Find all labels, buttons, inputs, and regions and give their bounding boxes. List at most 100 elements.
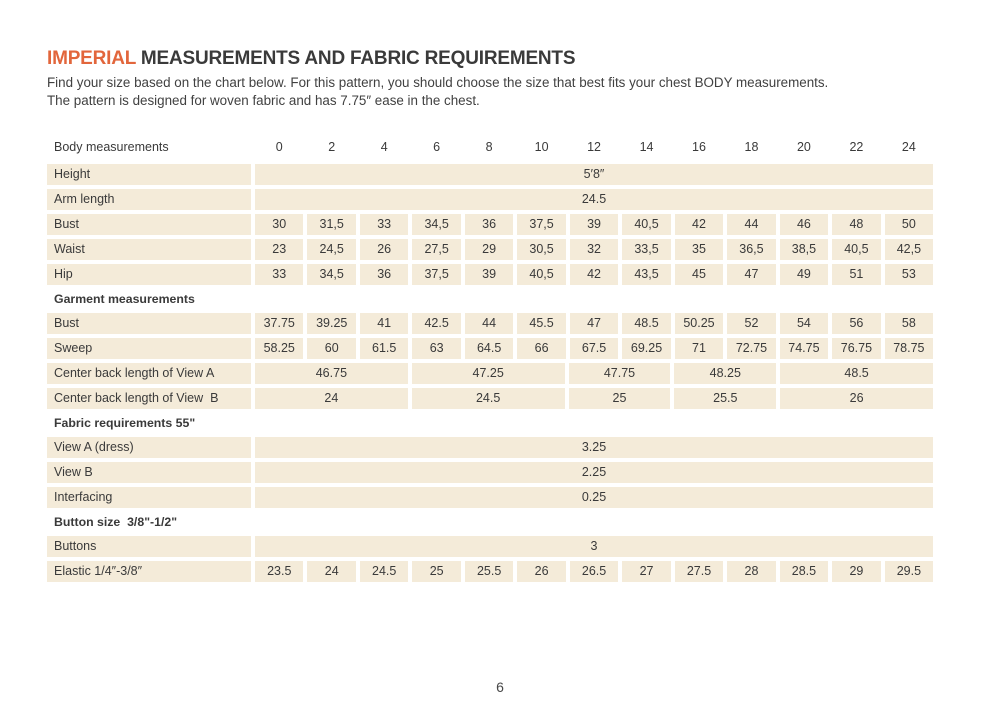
table-row: Elastic 1/4″-3/8″ 23.5 24 24.5 25 25.5 26 26.5 2… — [47, 561, 934, 582]
value-cell: 28 — [727, 561, 776, 582]
size-headers: 0 2 4 6 8 10 12 14 16 18 20 22 24 — [255, 138, 933, 156]
value-cell: 36,5 — [727, 239, 776, 260]
value-cell: 76.75 — [832, 338, 881, 359]
value-cell: 40,5 — [517, 264, 566, 285]
content-area: IMPERIAL MEASUREMENTS AND FABRIC REQUIRE… — [47, 48, 934, 582]
row-label: Interfacing — [47, 487, 251, 508]
value-cell: 63 — [412, 338, 461, 359]
size-column-header: 10 — [534, 140, 549, 154]
value-cell: 41 — [359, 313, 409, 334]
value-cell: 42,5 — [884, 239, 934, 260]
value-cell: 37.75 — [255, 313, 304, 334]
section-header: Fabric requirements 55" — [54, 416, 196, 430]
value-cell: 43,5 — [622, 264, 671, 285]
value-cell: 72.75 — [727, 338, 776, 359]
size-column-header: 8 — [485, 140, 493, 154]
group-value-cell: 24.5 — [411, 388, 565, 409]
value-cell: 53 — [884, 264, 934, 285]
value-cell: 24,5 — [307, 239, 356, 260]
row-cells: 24 24.5 25 25.5 26 — [255, 388, 933, 409]
size-column-header: 24 — [901, 140, 916, 154]
size-column-header: 20 — [796, 140, 811, 154]
value-cell: 33 — [359, 214, 409, 235]
value-cell: 78.75 — [884, 338, 934, 359]
value-cell: 24.5 — [359, 561, 409, 582]
intro-paragraph: Find your size based on the chart below.… — [47, 74, 933, 109]
table-row: Center back length of View B 24 24.5 25 25.5… — [47, 388, 933, 409]
value-cell: 39 — [569, 214, 619, 235]
size-column-header: 14 — [639, 140, 654, 154]
value-cell: 45 — [674, 264, 724, 285]
row-label: Center back length of View A — [47, 363, 251, 384]
table-row: Bust 30 31,5 33 34,5 36 37,5 39 40,5 42 44 46 48 50 — [47, 214, 934, 235]
value-cell: 31,5 — [307, 214, 356, 235]
group-value-cell: 47.25 — [411, 363, 565, 384]
row-label: Bust — [47, 214, 251, 235]
group-value-cell: 25.5 — [674, 388, 777, 409]
group-value-cell: 25 — [568, 388, 671, 409]
table-row: Hip 33 34,5 36 37,5 39 40,5 42 43,5 45 47 49 51 53 — [47, 264, 934, 285]
value-cell: 54 — [779, 313, 829, 334]
value-cell: 36 — [359, 264, 409, 285]
value-cell: 29.5 — [884, 561, 934, 582]
title-text: MEASUREMENTS AND FABRIC REQUIREMENTS — [135, 48, 576, 69]
value-cell: 42.5 — [412, 313, 461, 334]
row-cells: 23.5 24 24.5 25 25.5 26 26.5 27 27.5 28 28.5 29 29.5 — [255, 561, 934, 582]
value-cell: 67.5 — [569, 338, 619, 359]
row-label: View A (dress) — [47, 437, 251, 458]
value-cell: 51 — [832, 264, 881, 285]
value-cell: 34,5 — [307, 264, 356, 285]
value-cell: 25.5 — [464, 561, 514, 582]
value-cell: 39.25 — [307, 313, 356, 334]
merged-value-cell: 0.25 — [255, 487, 933, 508]
row-label: View B — [47, 462, 251, 483]
table-rows: Height 5′8″ Arm length 24.5 Bust 30 31,5 33 34,5… — [47, 164, 934, 582]
value-cell: 48 — [832, 214, 881, 235]
group-value-cell: 46.75 — [255, 363, 408, 384]
table-row: Center back length of View A 46.75 47.25 47… — [47, 363, 933, 384]
row-label: Buttons — [47, 536, 251, 557]
value-cell: 48.5 — [622, 313, 671, 334]
intro-line-1: Find your size based on the chart below.… — [47, 75, 829, 90]
title-accent: IMPERIAL — [47, 48, 136, 69]
value-cell: 30,5 — [517, 239, 566, 260]
value-cell: 64.5 — [464, 338, 514, 359]
group-value-cell: 24 — [255, 388, 408, 409]
table-header-row: Body measurements 0 2 4 6 8 10 12 14 16 18 20 22 24 — [47, 138, 933, 156]
value-cell: 26 — [359, 239, 409, 260]
value-cell: 46 — [779, 214, 829, 235]
value-cell: 74.75 — [779, 338, 829, 359]
value-cell: 34,5 — [412, 214, 461, 235]
size-column-header: 16 — [692, 140, 706, 154]
value-cell: 61.5 — [359, 338, 409, 359]
row-label: Arm length — [47, 189, 251, 210]
row-cells: 23 24,5 26 27,5 29 30,5 32 33,5 35 36,5 38,5 40,5 42… — [255, 239, 934, 260]
value-cell: 37,5 — [517, 214, 566, 235]
table-row: Bust 37.75 39.25 41 42.5 44 45.5 47 48.5 50.25 52 5… — [47, 313, 934, 334]
value-cell: 40,5 — [832, 239, 881, 260]
table-row: Buttons 3 — [47, 536, 933, 557]
value-cell: 52 — [727, 313, 776, 334]
merged-value-cell: 24.5 — [255, 189, 933, 210]
value-cell: 35 — [674, 239, 724, 260]
value-cell: 37,5 — [412, 264, 461, 285]
table-row: Interfacing 0.25 — [47, 487, 933, 508]
value-cell: 24 — [307, 561, 356, 582]
page-number: 6 — [496, 679, 504, 695]
group-value-cell: 48.5 — [780, 363, 933, 384]
value-cell: 28.5 — [779, 561, 829, 582]
row-cells: 37.75 39.25 41 42.5 44 45.5 47 48.5 50.25 52 54 56 5… — [255, 313, 934, 334]
value-cell: 29 — [464, 239, 514, 260]
value-cell: 45.5 — [517, 313, 566, 334]
value-cell: 27,5 — [412, 239, 461, 260]
table-row: View A (dress) 3.25 — [47, 437, 933, 458]
value-cell: 47 — [727, 264, 776, 285]
table-row: Height 5′8″ — [47, 164, 933, 185]
row-cells: 46.75 47.25 47.75 48.25 48.5 — [255, 363, 933, 384]
group-value-cell: 26 — [780, 388, 933, 409]
value-cell: 33 — [255, 264, 304, 285]
size-column-header: 6 — [433, 140, 441, 154]
row-label: Bust — [47, 313, 251, 334]
table-row: View B 2.25 — [47, 462, 933, 483]
value-cell: 25 — [412, 561, 461, 582]
